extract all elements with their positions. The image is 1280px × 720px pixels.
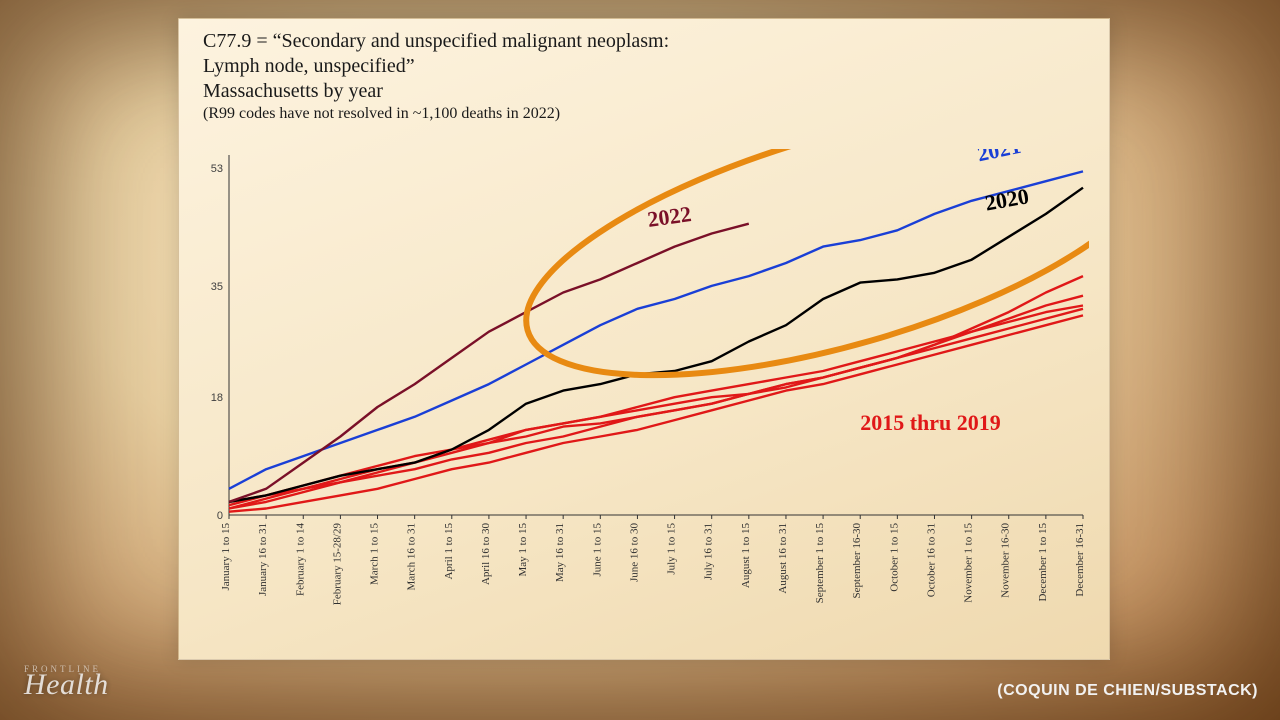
watermark-health: FRONTLINE Health [24, 664, 109, 702]
svg-text:April 1 to 15: April 1 to 15 [443, 523, 455, 580]
watermark-small: FRONTLINE [24, 664, 109, 674]
line-chart: 0183553January 1 to 15January 16 to 31Fe… [203, 149, 1089, 549]
title-line-1: C77.9 = “Secondary and unspecified malig… [203, 29, 903, 54]
chart-panel: C77.9 = “Secondary and unspecified malig… [178, 18, 1110, 660]
svg-text:53: 53 [211, 163, 223, 175]
title-line-2: Lymph node, unspecified” [203, 54, 903, 79]
svg-text:September 16-30: September 16-30 [851, 523, 863, 599]
svg-text:May 1 to 15: May 1 to 15 [517, 523, 529, 577]
title-block: C77.9 = “Secondary and unspecified malig… [203, 29, 903, 125]
svg-text:July 16 to 31: July 16 to 31 [703, 523, 715, 580]
svg-text:January 1 to 15: January 1 to 15 [220, 523, 232, 591]
title-line-3: Massachusetts by year [203, 79, 903, 104]
svg-text:June 1 to 15: June 1 to 15 [591, 523, 603, 577]
svg-text:February 1 to 14: February 1 to 14 [294, 523, 306, 597]
svg-text:October 16 to 31: October 16 to 31 [925, 523, 937, 597]
svg-text:August 16 to 31: August 16 to 31 [777, 523, 789, 594]
svg-text:July 1 to 15: July 1 to 15 [666, 523, 678, 575]
svg-text:December 1 to 15: December 1 to 15 [1037, 523, 1049, 602]
svg-text:2015 thru 2019: 2015 thru 2019 [860, 410, 1001, 435]
svg-text:December 16-31: December 16-31 [1074, 523, 1086, 597]
svg-text:June 16 to 30: June 16 to 30 [628, 523, 640, 582]
svg-text:November 16-30: November 16-30 [1000, 523, 1012, 598]
svg-text:2022: 2022 [646, 201, 693, 232]
svg-text:September 1 to 15: September 1 to 15 [814, 523, 826, 604]
svg-text:May 16 to 31: May 16 to 31 [554, 523, 566, 582]
title-line-4: (R99 codes have not resolved in ~1,100 d… [203, 104, 903, 125]
video-frame: C77.9 = “Secondary and unspecified malig… [0, 0, 1280, 720]
svg-text:March 16 to 31: March 16 to 31 [406, 523, 418, 591]
svg-text:18: 18 [211, 392, 223, 404]
svg-text:35: 35 [211, 281, 223, 293]
svg-text:2021: 2021 [975, 149, 1023, 166]
svg-text:0: 0 [217, 510, 223, 522]
svg-text:January 16 to 31: January 16 to 31 [257, 523, 269, 596]
svg-text:February 15-28/29: February 15-28/29 [331, 523, 343, 606]
svg-text:October 1 to 15: October 1 to 15 [888, 523, 900, 592]
svg-text:November 1 to 15: November 1 to 15 [963, 523, 975, 603]
svg-text:August 1 to 15: August 1 to 15 [740, 523, 752, 589]
chart-svg: 0 18 35 53 January 1 to 15 January 16 to 31 Fe… [203, 149, 1089, 649]
svg-text:April 16 to 30: April 16 to 30 [480, 523, 492, 586]
svg-text:2020: 2020 [983, 183, 1031, 215]
svg-text:March 1 to 15: March 1 to 15 [369, 523, 381, 586]
watermark-source: (COQUIN DE CHIEN/SUBSTACK) [997, 682, 1258, 700]
